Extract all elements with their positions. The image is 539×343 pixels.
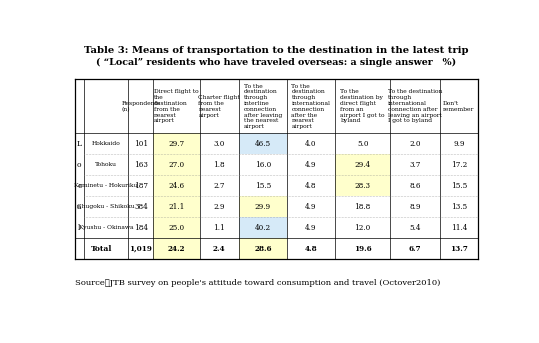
Text: 6.7: 6.7 <box>409 245 421 252</box>
Text: 13.7: 13.7 <box>450 245 468 252</box>
Text: 15.5: 15.5 <box>451 182 467 190</box>
Text: 18.8: 18.8 <box>355 203 371 211</box>
Text: 13.5: 13.5 <box>451 203 467 211</box>
Text: Charter flight
from the
nearest
airport: Charter flight from the nearest airport <box>198 95 240 118</box>
Text: 8.9: 8.9 <box>410 203 421 211</box>
Bar <box>153 196 199 217</box>
Text: 27.0: 27.0 <box>168 161 184 169</box>
Text: 25.0: 25.0 <box>168 224 184 232</box>
Text: 24.2: 24.2 <box>168 245 185 252</box>
Text: 4.9: 4.9 <box>305 224 317 232</box>
Text: 28.3: 28.3 <box>355 182 371 190</box>
Text: Table 3: Means of transportation to the destination in the latest trip: Table 3: Means of transportation to the … <box>84 46 468 55</box>
Text: Kaminetu - Hokuriku: Kaminetu - Hokuriku <box>74 183 138 188</box>
Text: L: L <box>77 140 82 148</box>
Text: 8.6: 8.6 <box>410 182 421 190</box>
Text: 184: 184 <box>134 224 148 232</box>
Text: 4.0: 4.0 <box>305 140 317 148</box>
Text: 9.9: 9.9 <box>453 140 465 148</box>
Text: 28.6: 28.6 <box>254 245 272 252</box>
Text: 1.1: 1.1 <box>213 224 225 232</box>
Text: 2.7: 2.7 <box>213 182 225 190</box>
Text: Tohoku: Tohoku <box>95 162 117 167</box>
Text: 163: 163 <box>134 161 148 169</box>
Text: 4.9: 4.9 <box>305 161 317 169</box>
Text: 4.8: 4.8 <box>305 245 317 252</box>
Bar <box>335 154 390 175</box>
Text: Chugoku - Shikoku: Chugoku - Shikoku <box>77 204 135 209</box>
Bar <box>153 154 199 175</box>
Text: 2.9: 2.9 <box>213 203 225 211</box>
Bar <box>239 196 287 217</box>
Text: 29.4: 29.4 <box>355 161 371 169</box>
Bar <box>83 238 85 259</box>
Text: 19.6: 19.6 <box>354 245 371 252</box>
Bar <box>335 175 390 196</box>
Text: 5.4: 5.4 <box>410 224 421 232</box>
Bar <box>239 133 287 154</box>
Bar <box>153 238 199 259</box>
Text: 1,019: 1,019 <box>129 245 152 252</box>
Text: Respondents
(n): Respondents (n) <box>121 101 161 112</box>
Text: 2.4: 2.4 <box>213 245 225 252</box>
Text: o: o <box>77 161 81 169</box>
Text: 12.0: 12.0 <box>355 224 371 232</box>
Text: Direct flight to
the
destination
from the
nearest
airport: Direct flight to the destination from th… <box>154 90 199 123</box>
Text: 4.9: 4.9 <box>305 203 317 211</box>
Bar <box>239 238 287 259</box>
Text: 101: 101 <box>134 140 148 148</box>
Text: 187: 187 <box>134 182 148 190</box>
Bar <box>153 175 199 196</box>
Text: To the
destination
through
international
connection
after the
nearest
airport: To the destination through international… <box>292 84 330 129</box>
Bar <box>153 133 199 154</box>
Text: 2.0: 2.0 <box>410 140 421 148</box>
Text: 4.8: 4.8 <box>305 182 317 190</box>
Text: To the
destination by
direct flight
from an
airport I got to
byland: To the destination by direct flight from… <box>341 90 385 123</box>
Text: 21.1: 21.1 <box>168 203 185 211</box>
Text: 29.9: 29.9 <box>255 203 271 211</box>
Text: 3.7: 3.7 <box>410 161 421 169</box>
Text: To the
destination
through
interline
connection
after leaving
the nearest
airpor: To the destination through interline con… <box>244 84 282 129</box>
Text: 384: 384 <box>134 203 148 211</box>
Text: c: c <box>77 182 81 190</box>
Bar <box>153 217 199 238</box>
Text: To the destination
through
international
connection after
leaving an airport
I g: To the destination through international… <box>388 90 443 123</box>
Text: 46.5: 46.5 <box>255 140 271 148</box>
Bar <box>239 217 287 238</box>
Text: Hokkaido: Hokkaido <box>92 141 120 146</box>
Text: Total: Total <box>91 245 112 252</box>
Text: 24.6: 24.6 <box>168 182 184 190</box>
Text: 29.7: 29.7 <box>168 140 184 148</box>
Text: 5.0: 5.0 <box>357 140 368 148</box>
Text: ( “Local” residents who have traveled overseas: a single answer   %): ( “Local” residents who have traveled ov… <box>96 58 457 67</box>
Text: 16.0: 16.0 <box>255 161 271 169</box>
Text: 17.2: 17.2 <box>451 161 467 169</box>
Text: Don't
remember: Don't remember <box>443 101 474 112</box>
Text: 1.8: 1.8 <box>213 161 225 169</box>
Text: 11.4: 11.4 <box>451 224 467 232</box>
Text: Source：JTB survey on people's attitude toward consumption and travel (Octover201: Source：JTB survey on people's attitude t… <box>75 279 440 287</box>
Text: l: l <box>78 224 80 232</box>
Text: Kyushu - Okinawa: Kyushu - Okinawa <box>79 225 133 230</box>
Text: 3.0: 3.0 <box>213 140 225 148</box>
Text: 15.5: 15.5 <box>255 182 271 190</box>
Text: 40.2: 40.2 <box>255 224 271 232</box>
Text: a: a <box>77 203 81 211</box>
